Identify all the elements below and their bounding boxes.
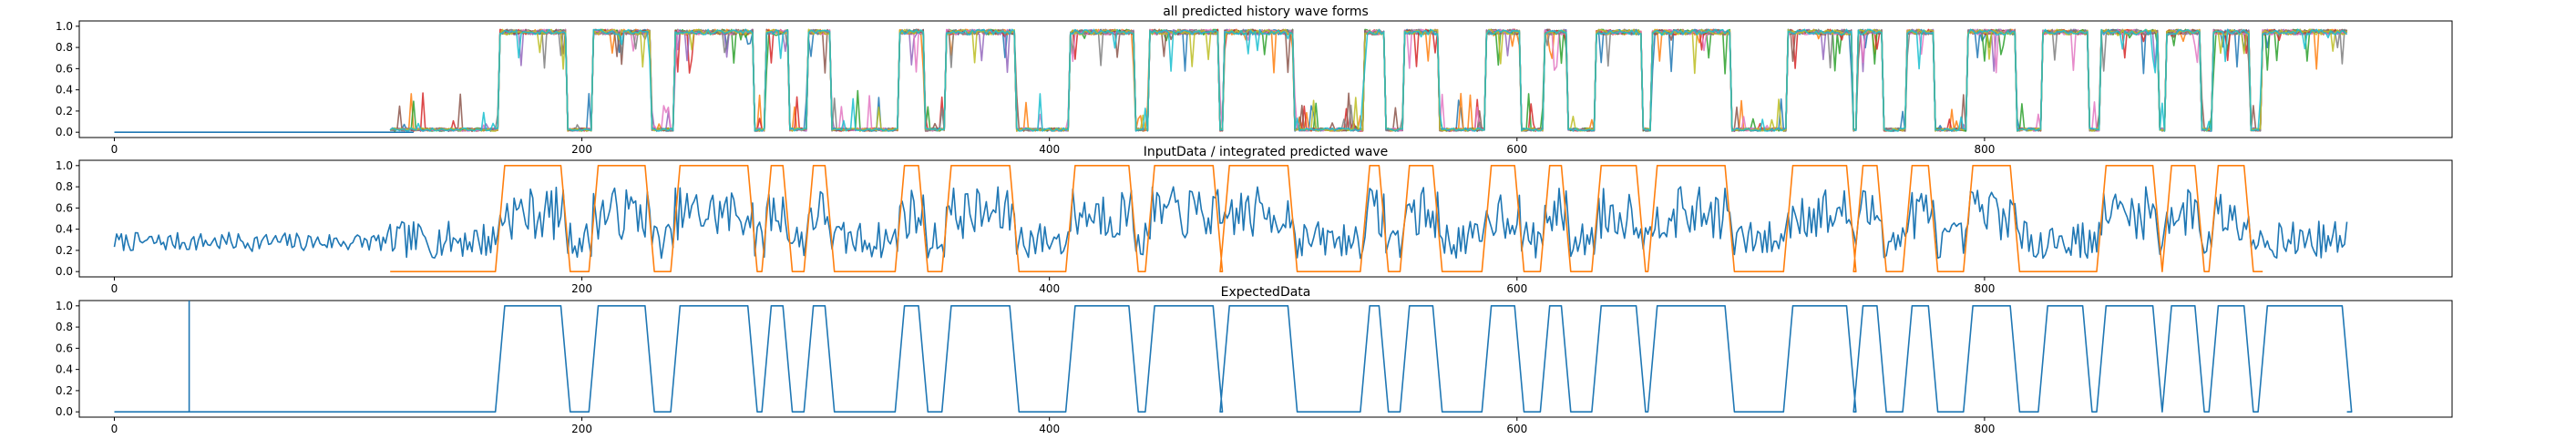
y-tick-label: 1.0 [56, 300, 73, 312]
x-tick-label: 800 [1974, 282, 1995, 295]
axis-ticks: 0 200 400 600 800 0.0 0.2 0.4 0.6 0.8 1.0 [56, 159, 1995, 295]
x-tick-label: 400 [1039, 282, 1060, 295]
series-line [389, 28, 2348, 132]
y-tick-label: 0.2 [56, 244, 73, 257]
series-line [390, 165, 2263, 272]
x-tick-label: 200 [571, 143, 592, 156]
y-tick-label: 0.8 [56, 321, 73, 333]
plot-area [114, 28, 2348, 133]
x-tick-label: 600 [1506, 143, 1527, 156]
x-tick-label: 200 [571, 282, 592, 295]
axis-ticks: 0 200 400 600 800 0.0 0.2 0.4 0.6 0.8 1.0 [56, 20, 1995, 156]
y-tick-label: 0.6 [56, 62, 73, 75]
x-tick-label: 0 [111, 143, 118, 156]
plot-area [113, 165, 2348, 272]
x-tick-label: 0 [111, 423, 118, 435]
y-tick-label: 0.4 [56, 223, 73, 236]
y-tick-label: 0.4 [56, 363, 73, 376]
y-tick-label: 0.0 [56, 126, 73, 138]
x-tick-label: 600 [1506, 423, 1527, 435]
series-line [113, 186, 2348, 260]
axis-ticks: 0 200 400 600 800 0.0 0.2 0.4 0.6 0.8 1.0 [56, 300, 1995, 435]
panel-title: all predicted history wave forms [1163, 5, 1369, 19]
y-tick-label: 0.0 [56, 265, 73, 278]
x-tick-label: 0 [111, 282, 118, 295]
y-tick-label: 1.0 [56, 20, 73, 33]
series-line [114, 301, 2353, 413]
y-tick-label: 0.4 [56, 84, 73, 97]
panel-expected-data: ExpectedData 0 200 400 600 800 0.0 0.2 0.4 0.6 0.… [56, 285, 2453, 435]
y-tick-label: 0.8 [56, 41, 73, 54]
y-tick-label: 0.8 [56, 180, 73, 193]
y-tick-label: 0.2 [56, 105, 73, 117]
y-tick-label: 1.0 [56, 159, 73, 172]
y-tick-label: 0.6 [56, 342, 73, 354]
x-tick-label: 400 [1039, 423, 1060, 435]
panel-title: InputData / integrated predicted wave [1144, 145, 1389, 159]
panel-predicted-history: all predicted history wave forms 0 200 400… [56, 5, 2453, 156]
axes-frame [78, 300, 2453, 418]
x-tick-label: 600 [1506, 282, 1527, 295]
y-tick-label: 0.2 [56, 384, 73, 397]
y-tick-label: 0.6 [56, 201, 73, 214]
x-tick-label: 800 [1974, 423, 1995, 435]
plot-area [114, 301, 2353, 413]
x-tick-label: 200 [571, 423, 592, 435]
y-tick-label: 0.0 [56, 405, 73, 418]
panel-title: ExpectedData [1221, 285, 1311, 300]
x-tick-label: 400 [1039, 143, 1060, 156]
x-tick-label: 800 [1974, 143, 1995, 156]
panel-input-data: InputData / integrated predicted wave 0 2… [56, 145, 2453, 295]
